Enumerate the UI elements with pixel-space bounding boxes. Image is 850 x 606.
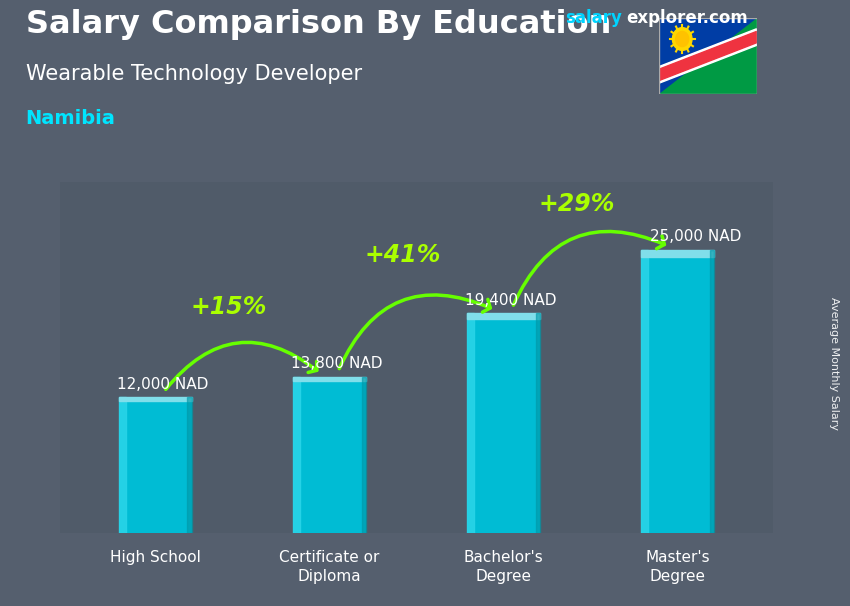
Polygon shape — [659, 18, 756, 94]
Bar — [361, 377, 366, 533]
Bar — [119, 397, 126, 533]
Polygon shape — [659, 29, 756, 84]
Bar — [293, 377, 300, 533]
Polygon shape — [659, 32, 756, 81]
Bar — [188, 397, 192, 533]
Bar — [119, 397, 192, 533]
Bar — [119, 397, 192, 401]
Bar — [536, 313, 540, 533]
Bar — [641, 250, 714, 533]
Text: 19,400 NAD: 19,400 NAD — [465, 293, 557, 308]
Text: Namibia: Namibia — [26, 109, 116, 128]
Text: Salary Comparison By Education: Salary Comparison By Education — [26, 9, 611, 40]
Text: Average Monthly Salary: Average Monthly Salary — [829, 297, 839, 430]
Text: Wearable Technology Developer: Wearable Technology Developer — [26, 64, 361, 84]
Circle shape — [672, 28, 692, 50]
Text: explorer.com: explorer.com — [626, 9, 748, 27]
Text: salary: salary — [565, 9, 622, 27]
Text: 25,000 NAD: 25,000 NAD — [650, 229, 741, 244]
Polygon shape — [659, 18, 756, 94]
Text: 13,800 NAD: 13,800 NAD — [291, 356, 382, 371]
Bar — [293, 377, 366, 381]
Circle shape — [676, 32, 688, 47]
Text: +15%: +15% — [190, 295, 267, 319]
Bar — [467, 313, 540, 319]
Bar — [641, 250, 714, 257]
Text: 12,000 NAD: 12,000 NAD — [117, 376, 208, 391]
Bar — [293, 377, 366, 533]
Text: +41%: +41% — [365, 244, 441, 267]
Bar — [710, 250, 714, 533]
Bar — [467, 313, 474, 533]
Text: +29%: +29% — [539, 193, 615, 216]
Bar — [467, 313, 540, 533]
Bar — [641, 250, 649, 533]
